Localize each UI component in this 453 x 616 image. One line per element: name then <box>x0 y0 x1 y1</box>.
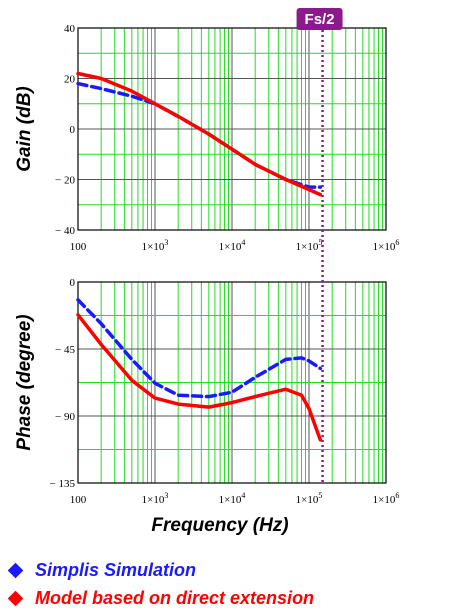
legend-item-model: Model based on direct extension <box>4 588 314 609</box>
y-tick-label: − 45 <box>55 344 75 356</box>
y-tick-label: − 135 <box>50 478 76 490</box>
legend-marker-simulation <box>7 562 24 579</box>
y-axis-label: Gain (dB) <box>14 86 35 172</box>
y-tick-label: − 90 <box>55 411 75 423</box>
legend-item-simulation: Simplis Simulation <box>4 560 196 581</box>
gain-panel: 40 20 0 − 20 − 40 100 1×103 1×104 1×105 1×106 Gain… <box>14 23 399 253</box>
x-tick-label: 1×106 <box>373 238 400 253</box>
legend-label-model: Model based on direct extension <box>35 588 315 608</box>
series-line-model <box>76 313 323 442</box>
x-tick-label: 100 <box>70 241 87 253</box>
x-tick-label: 1×103 <box>142 491 169 506</box>
legend-marker-model <box>7 590 24 607</box>
plot-frame <box>77 281 387 484</box>
plot-frame <box>77 27 387 231</box>
y-tick-label: 0 <box>70 277 76 289</box>
y-tick-label: − 20 <box>55 175 75 187</box>
x-axis-label: Frequency (Hz) <box>151 515 288 536</box>
y-tick-label: − 40 <box>55 225 75 237</box>
chart-figure: 40 20 0 − 20 − 40 100 1×103 1×104 1×105 1×106 Gain… <box>14 8 399 536</box>
series-line-simulation <box>76 298 323 399</box>
x-tick-label: 100 <box>70 494 87 506</box>
x-tick-label: 1×105 <box>296 238 323 253</box>
x-tick-label: 1×103 <box>142 238 169 253</box>
y-tick-label: 20 <box>64 74 76 86</box>
fs-half-label: Fs/2 <box>305 11 335 28</box>
x-tick-label: 1×105 <box>296 491 323 506</box>
fs-half-marker: Fs/2 <box>296 8 343 483</box>
x-tick-label: 1×106 <box>373 491 400 506</box>
fs-half-badge <box>296 8 343 30</box>
x-tick-label: 1×104 <box>219 238 246 253</box>
y-tick-label: 40 <box>64 23 76 35</box>
x-tick-label: 1×104 <box>219 491 246 506</box>
phase-panel: 0 − 45 − 90 − 135 100 1×103 1×104 1×105 1×106 Pha… <box>14 277 399 536</box>
y-axis-label: Phase (degree) <box>14 314 35 450</box>
legend-label-simulation: Simplis Simulation <box>35 560 197 580</box>
series-line-model <box>76 71 323 197</box>
y-tick-label: 0 <box>70 124 76 136</box>
